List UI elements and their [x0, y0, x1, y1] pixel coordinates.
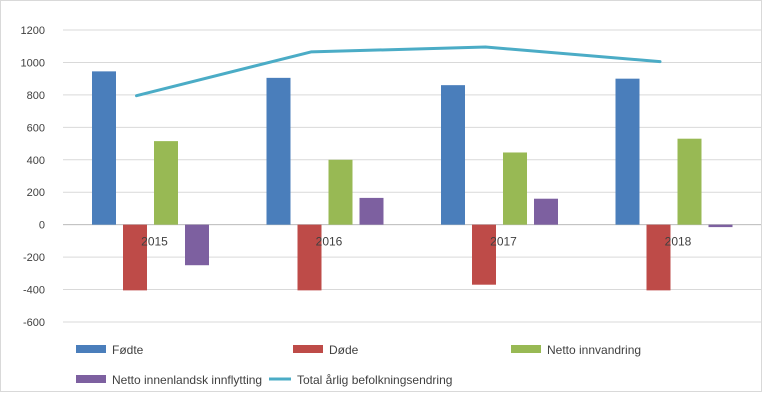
- bar-f-dte-2018: [616, 79, 640, 225]
- legend-swatch-netto-innvandring: [511, 345, 541, 353]
- y-tick-label: 0: [39, 220, 45, 232]
- y-axis-tick-labels: 1200 1000 800 600 400 200 0 -200 -400 -600: [21, 25, 45, 329]
- x-category-label: 2015: [141, 235, 168, 249]
- legend-label-netto-innenlandsk-innflytting: Netto innenlandsk innflytting: [112, 373, 262, 387]
- y-tick-label: -200: [23, 252, 45, 264]
- x-category-label: 2017: [490, 235, 517, 249]
- bar-netto-innenlandsk-innflytting-2017: [534, 199, 558, 225]
- legend-label-d-de: Døde: [329, 343, 359, 357]
- x-category-label: 2016: [316, 235, 343, 249]
- legend: Fødte Døde Netto innvandring Netto innenlan…: [76, 343, 641, 387]
- bar-netto-innenlandsk-innflytting-2018: [709, 225, 733, 227]
- y-tick-label: 200: [27, 187, 45, 199]
- line-total-a-rlig-befolkningsendring: [137, 47, 661, 96]
- y-tick-label: -400: [23, 285, 45, 297]
- bar-f-dte-2015: [92, 71, 116, 224]
- legend-label-netto-innvandring: Netto innvandring: [547, 343, 641, 357]
- bar-d-de-2017: [472, 225, 496, 285]
- line-series: [136, 47, 660, 96]
- x-category-label: 2018: [665, 235, 692, 249]
- x-axis-category-labels: 2015 2016 2017 2018: [141, 235, 692, 249]
- bar-netto-innvandring-2015: [154, 141, 178, 225]
- y-tick-label: 800: [27, 90, 45, 102]
- bar-f-dte-2017: [441, 85, 465, 225]
- bar-netto-innvandring-2016: [329, 160, 353, 225]
- y-tick-label: 400: [27, 155, 45, 167]
- legend-swatch-d-de: [293, 345, 323, 353]
- y-tick-label: 600: [27, 122, 45, 134]
- bar-netto-innenlandsk-innflytting-2016: [360, 198, 384, 225]
- legend-swatch-f-dte: [76, 345, 106, 353]
- bar-netto-innvandring-2017: [503, 152, 527, 224]
- legend-label-total-a-rlig-befolkningsendring: Total årlig befolkningsendring: [297, 373, 452, 387]
- y-tick-label: 1000: [21, 57, 45, 69]
- bar-f-dte-2016: [267, 78, 291, 225]
- bar-netto-innvandring-2018: [678, 139, 702, 225]
- legend-swatch-netto-innenlandsk-innflytting: [76, 375, 106, 383]
- y-tick-label: 1200: [21, 25, 45, 37]
- y-tick-label: -600: [23, 317, 45, 329]
- bar-netto-innenlandsk-innflytting-2015: [185, 225, 209, 266]
- legend-label-f-dte: Fødte: [112, 343, 144, 357]
